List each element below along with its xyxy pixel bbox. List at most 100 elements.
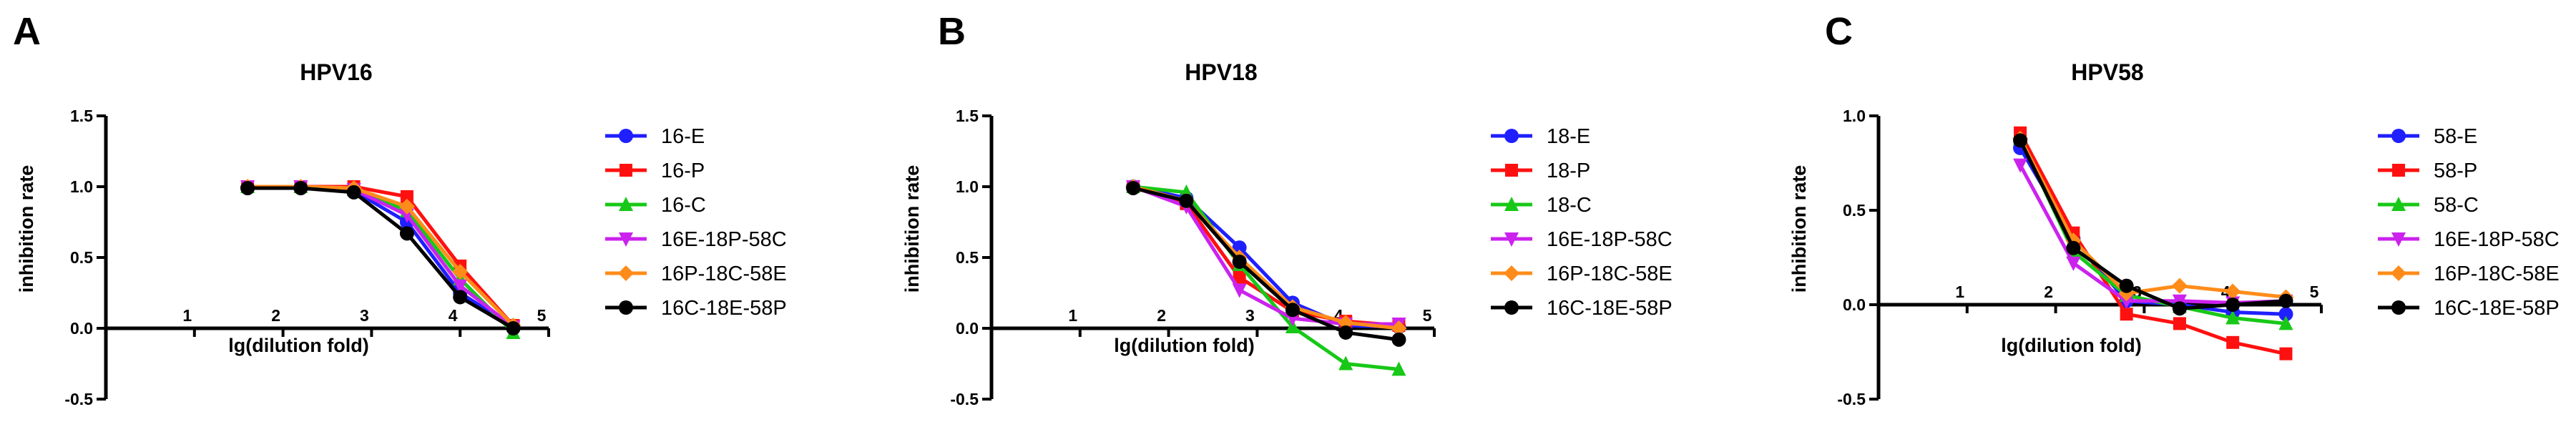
data-point bbox=[1285, 303, 1300, 318]
x-tick-label: 2 bbox=[2044, 283, 2053, 301]
y-axis-title: inhibition rate bbox=[1788, 165, 1810, 293]
data-point bbox=[453, 279, 468, 294]
legend-label: 16C-18E-58P bbox=[2434, 297, 2560, 320]
data-point bbox=[1232, 254, 1247, 269]
y-tick-label: 1.0 bbox=[956, 177, 979, 196]
x-tick-label: 3 bbox=[1245, 306, 1255, 325]
legend-label: 16-E bbox=[661, 125, 705, 148]
data-point bbox=[452, 263, 469, 280]
legend: 16-E 16-P 16-C 16E-18P-58C 16P-18C-58E 16C-18… bbox=[605, 125, 787, 320]
legend-item: 58-P bbox=[2378, 160, 2477, 182]
legend-label: 16-C bbox=[661, 194, 706, 217]
legend-item: 16C-18E-58P bbox=[2378, 297, 2560, 320]
y-tick-label: -0.5 bbox=[64, 390, 93, 408]
panel-label: C bbox=[1825, 10, 1853, 53]
data-point bbox=[2066, 256, 2081, 271]
y-tick-label: -0.5 bbox=[1837, 390, 1866, 408]
series-line bbox=[1132, 185, 1399, 330]
x-tick-label: 2 bbox=[1157, 306, 1166, 325]
legend-label: 16E-18P-58C bbox=[661, 228, 787, 251]
legend-swatch-marker bbox=[2391, 300, 2406, 315]
legend-swatch-marker bbox=[1504, 129, 1519, 143]
legend-label: 16P-18C-58E bbox=[661, 262, 787, 285]
legend-item: 16C-18E-58P bbox=[1491, 297, 1673, 320]
legend-swatch-marker bbox=[619, 197, 633, 211]
series-16E-18P-58C bbox=[240, 180, 521, 335]
data-point bbox=[1338, 315, 1354, 331]
legend-label: 16-P bbox=[661, 160, 705, 182]
y-tick-label: 0.0 bbox=[70, 319, 93, 338]
data-point bbox=[506, 321, 521, 335]
legend-item: 16-C bbox=[605, 194, 706, 217]
data-point bbox=[1233, 270, 1246, 284]
y-axis-title: inhibition rate bbox=[901, 165, 923, 293]
data-point bbox=[1391, 361, 1406, 376]
legend-label: 16E-18P-58C bbox=[2434, 228, 2560, 251]
x-tick-label: 1 bbox=[1955, 283, 1964, 301]
legend-label: 58-C bbox=[2434, 194, 2479, 217]
legend-swatch-marker bbox=[2391, 232, 2406, 247]
data-point bbox=[2120, 308, 2133, 321]
series-16C-18E-58P bbox=[1126, 180, 1406, 347]
series-line bbox=[2018, 139, 2286, 310]
series-line bbox=[1132, 185, 1399, 326]
legend-label: 16P-18C-58E bbox=[1547, 262, 1673, 285]
series-16P-18C-58E bbox=[1125, 179, 1407, 336]
legend-swatch-marker bbox=[1504, 265, 1519, 281]
data-point bbox=[2119, 278, 2134, 293]
y-tick-label: 1.5 bbox=[956, 107, 979, 125]
chart-title: HPV16 bbox=[300, 59, 372, 85]
y-tick-label: 0.0 bbox=[956, 319, 979, 338]
series-18-E bbox=[1126, 180, 1406, 335]
data-point bbox=[399, 226, 414, 241]
data-point bbox=[2278, 307, 2293, 322]
series-line bbox=[1132, 185, 1399, 371]
legend-swatch-marker bbox=[2391, 265, 2406, 281]
legend-label: 58-E bbox=[2434, 125, 2477, 148]
data-point bbox=[1338, 325, 1353, 340]
legend-swatch-marker bbox=[1504, 232, 1519, 247]
data-point bbox=[2278, 293, 2293, 308]
data-point bbox=[2172, 301, 2187, 316]
data-point bbox=[398, 198, 415, 215]
chart-title: HPV18 bbox=[1185, 59, 1257, 85]
series-line bbox=[1132, 186, 1399, 342]
legend-label: 16C-18E-58P bbox=[1547, 297, 1673, 320]
series-line bbox=[2018, 137, 2286, 299]
legend-item: 16P-18C-58E bbox=[605, 262, 787, 285]
x-axis-title: lg(dilution fold) bbox=[1114, 335, 1254, 356]
data-point bbox=[293, 180, 308, 195]
x-tick-label: 5 bbox=[537, 306, 547, 325]
legend-swatch-marker bbox=[1505, 164, 1518, 177]
legend-label: 16E-18P-58C bbox=[1547, 228, 1673, 251]
legend-swatch-marker bbox=[619, 232, 633, 247]
legend-label: 16P-18C-58E bbox=[2434, 262, 2560, 285]
y-tick-label: 0.5 bbox=[956, 248, 979, 267]
y-tick-label: -0.5 bbox=[950, 390, 979, 408]
data-point bbox=[2171, 278, 2188, 294]
x-tick-label: 1 bbox=[182, 306, 192, 325]
y-tick-label: 0.5 bbox=[1843, 201, 1866, 220]
legend-label: 18-E bbox=[1547, 125, 1590, 148]
x-tick-label: 4 bbox=[449, 306, 458, 325]
y-tick-label: 0.5 bbox=[70, 248, 93, 267]
data-point bbox=[1391, 320, 1407, 336]
data-point bbox=[2013, 133, 2028, 148]
legend-label: 18-C bbox=[1547, 194, 1592, 217]
series-line bbox=[2018, 164, 2286, 305]
series-58-P bbox=[2014, 126, 2293, 360]
x-tick-label: 2 bbox=[271, 306, 280, 325]
data-point bbox=[2013, 158, 2028, 173]
legend-swatch-marker bbox=[619, 129, 633, 143]
legend-item: 16E-18P-58C bbox=[1491, 228, 1673, 251]
chart-panel-a: A HPV16 1.5 1.0 0.5 0.0 -0.5 1 2 3 4 5 lg(dilution f… bbox=[13, 10, 787, 408]
data-point bbox=[1179, 193, 1194, 208]
legend-swatch-marker bbox=[2392, 164, 2405, 177]
legend-item: 18-C bbox=[1491, 194, 1592, 217]
data-point bbox=[346, 185, 361, 200]
y-axis-title: inhibition rate bbox=[16, 165, 37, 293]
data-point bbox=[2225, 298, 2240, 312]
